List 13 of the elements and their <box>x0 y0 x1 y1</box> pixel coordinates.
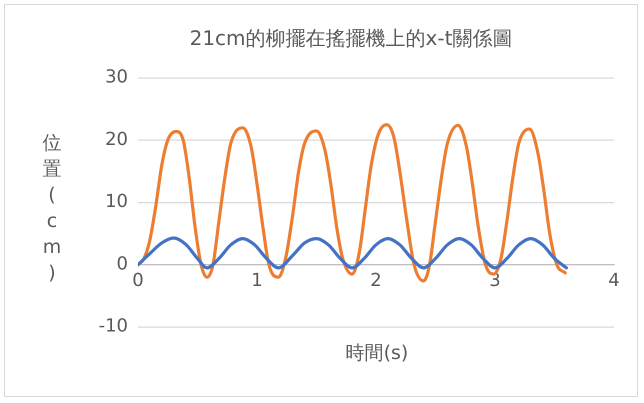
x-tick-label: 4 <box>608 270 620 292</box>
line-series <box>138 236 568 270</box>
x-tick-label: 0 <box>132 270 144 292</box>
y-tick-label: 0 <box>116 253 128 274</box>
y-tick-label: -10 <box>98 316 128 337</box>
y-tick-label: 20 <box>105 128 128 150</box>
x-axis-title: 時間(s) <box>344 341 410 366</box>
chart-title: 21cm的柳擺在搖擺機上的x-t關係圖 <box>190 26 512 50</box>
y-tick-label: 30 <box>105 66 128 88</box>
x-tick-label: 2 <box>370 270 382 292</box>
y-tick-label: 10 <box>105 191 128 212</box>
y-axis-title: 位置(cm) <box>42 131 62 286</box>
x-tick-label: 1 <box>251 270 263 292</box>
